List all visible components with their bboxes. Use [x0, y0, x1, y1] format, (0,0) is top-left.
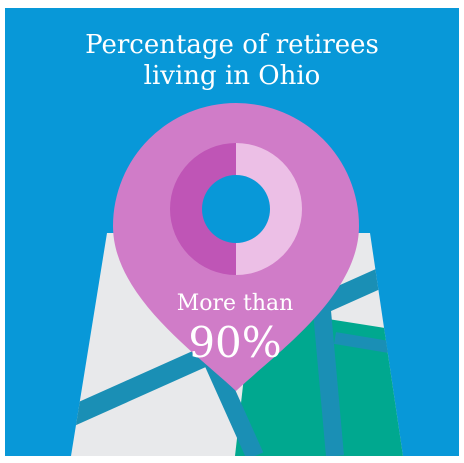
stat-caption: More than — [176, 291, 294, 316]
stat-value: 90% — [188, 318, 282, 367]
title-line-1: Percentage of retirees — [85, 30, 379, 60]
infographic-panel: Percentage of retirees living in Ohio — [5, 8, 459, 456]
title-line-2: living in Ohio — [143, 61, 321, 91]
illustration — [71, 103, 403, 456]
map-road-4 — [334, 332, 403, 359]
donut-chart-icon — [170, 143, 302, 275]
donut-hole — [202, 175, 270, 243]
infographic-title: Percentage of retirees living in Ohio — [5, 30, 459, 92]
